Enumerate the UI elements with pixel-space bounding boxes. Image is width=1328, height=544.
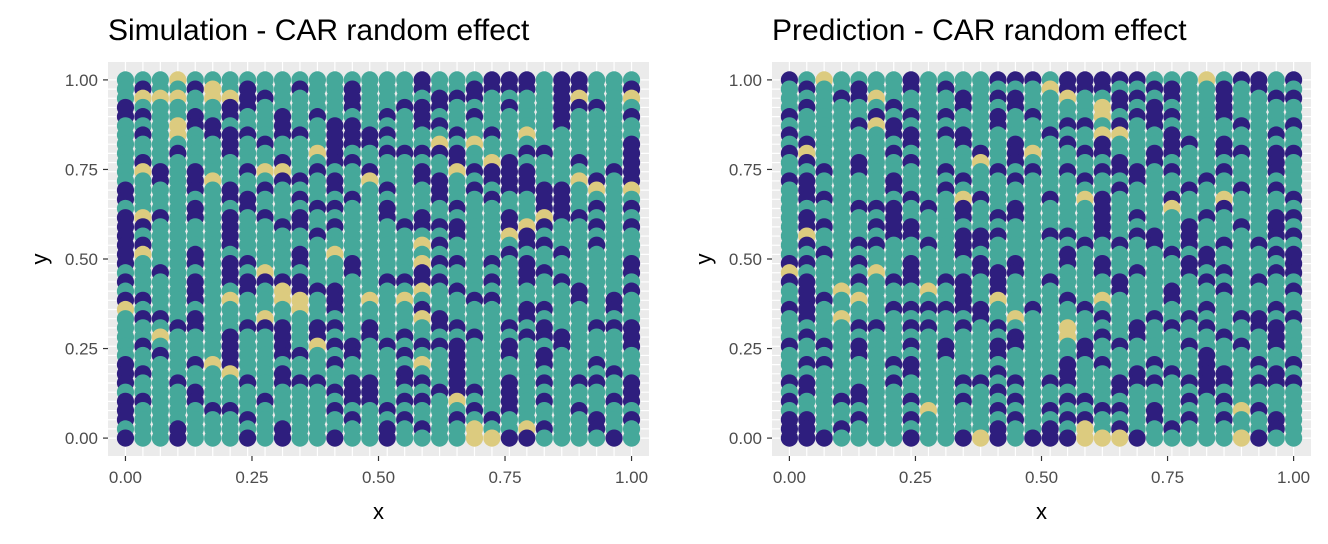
panel-title: Simulation - CAR random effect [108,14,530,47]
y-tick-label: 0.50 [729,250,762,269]
data-point [518,429,536,447]
data-point [902,429,920,447]
data-point [815,429,833,447]
y-tick-label: 0.75 [65,160,98,179]
data-point [169,429,187,447]
data-point [1128,429,1146,447]
data-point [972,429,990,447]
x-tick-label: 1.00 [1277,468,1310,487]
x-tick-label: 0.50 [1025,468,1058,487]
data-point [1198,429,1216,447]
data-point [1093,429,1111,447]
x-tick-label: 0.00 [109,468,142,487]
data-point [465,429,484,447]
data-point [1285,429,1303,447]
data-point [867,429,885,447]
data-point [605,429,623,447]
x-tick-label: 1.00 [615,468,648,487]
data-point [1250,429,1268,447]
data-point [221,429,239,447]
y-axis-title: y [27,254,52,265]
data-points [116,71,641,447]
data-point [116,429,135,447]
data-point [570,429,588,447]
y-tick-label: 1.00 [65,71,98,90]
y-tick-label: 0.50 [65,250,98,269]
data-point [954,429,972,447]
data-point [1024,429,1042,447]
x-tick-label: 0.50 [362,468,395,487]
data-point [361,429,379,447]
x-tick-label: 0.25 [899,468,932,487]
data-point [588,429,606,447]
data-point [378,429,396,447]
data-point [1006,429,1025,447]
data-point [1163,429,1181,447]
data-point [1232,429,1251,447]
x-axis-title: x [373,499,384,524]
y-tick-label: 0.00 [65,429,98,448]
x-tick-label: 0.75 [488,468,521,487]
panel-prediction: Prediction - CAR random effect 0.00 0.25 0… [691,14,1311,524]
axis-ticks: 0.00 0.25 0.50 0.75 1.00 0.00 0.25 0.50 0.75 1.00 [729,71,1310,487]
data-point [1267,429,1285,447]
data-point [1058,429,1077,447]
data-points [780,71,1303,447]
data-point [1041,429,1059,447]
data-point [919,429,938,447]
y-axis-title: y [691,254,716,265]
data-point [622,429,641,447]
y-tick-label: 0.75 [729,160,762,179]
data-point [885,429,903,447]
y-tick-label: 0.00 [729,429,762,448]
data-point [798,429,816,447]
data-point [448,429,466,447]
x-tick-label: 0.75 [1151,468,1184,487]
axis-ticks: 0.00 0.25 0.50 0.75 1.00 0.00 0.25 0.50 0.75 1.00 [65,71,648,487]
data-point [256,429,274,447]
data-point [134,429,152,447]
data-point [326,429,344,447]
y-tick-label: 1.00 [729,71,762,90]
x-tick-label: 0.25 [235,468,268,487]
data-point [430,429,449,447]
data-point [780,429,798,447]
data-point [291,429,309,447]
x-axis-title: x [1036,499,1047,524]
data-point [1145,429,1164,447]
data-point [535,429,553,447]
data-point [273,429,292,447]
data-point [343,429,361,447]
panel-title: Prediction - CAR random effect [772,14,1187,47]
data-point [239,429,257,447]
data-point [413,429,431,447]
data-point [1180,429,1198,447]
x-tick-label: 0.00 [773,468,806,487]
y-tick-label: 0.25 [729,340,762,359]
data-point [1111,429,1129,447]
data-point [186,429,204,447]
data-point [500,429,518,447]
y-tick-label: 0.25 [65,340,98,359]
data-point [1215,429,1233,447]
data-point [1076,429,1094,447]
data-point [850,429,868,447]
panel-simulation: Simulation - CAR random effect 0.00 0.25 0… [27,14,649,524]
data-point [308,429,327,447]
data-point [937,429,955,447]
data-point [989,429,1007,447]
data-point [483,429,501,447]
data-point [396,429,414,447]
data-point [204,429,222,447]
data-point [832,429,851,447]
data-point [553,429,571,447]
data-point [151,429,169,447]
